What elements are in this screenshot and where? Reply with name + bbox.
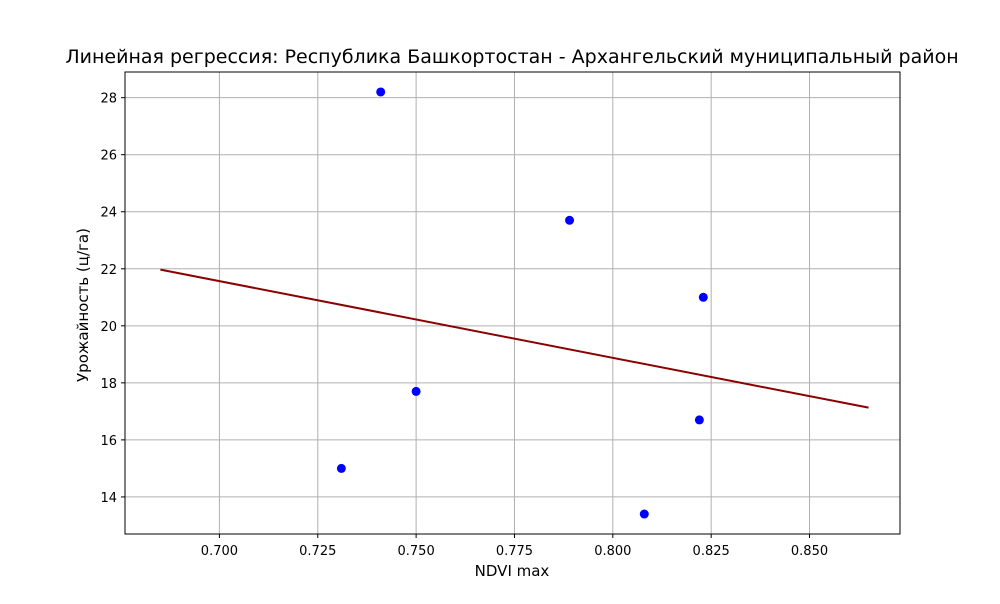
y-axis-label: Урожайность (ц/га) (74, 228, 92, 382)
y-axis-ticks: 14 16 18 20 22 24 26 28 (100, 92, 125, 506)
data-point (336, 463, 346, 473)
y-tick-label: 26 (100, 149, 117, 164)
y-tick-label: 18 (100, 377, 117, 392)
x-tick-label: 0.750 (398, 544, 435, 559)
chart-title: Линейная регрессия: Республика Башкортос… (65, 46, 958, 68)
y-tick-label: 24 (100, 206, 117, 221)
x-tick-label: 0.775 (496, 544, 533, 559)
data-point (639, 509, 649, 519)
plot-frame (124, 71, 901, 535)
x-tick-label: 0.800 (594, 544, 631, 559)
data-point (376, 87, 386, 97)
x-tick-label: 0.850 (791, 544, 828, 559)
regression-line-layer (160, 268, 869, 409)
x-tick-label: 0.725 (299, 544, 336, 559)
regression-line (160, 268, 869, 409)
data-point (698, 292, 708, 302)
x-tick-label: 0.825 (693, 544, 730, 559)
y-tick-label: 22 (100, 263, 117, 278)
x-tick-label: 0.700 (201, 544, 238, 559)
data-point (694, 415, 704, 425)
y-tick-label: 16 (100, 434, 117, 449)
data-point (411, 386, 421, 396)
grid-layer (125, 72, 900, 534)
y-tick-label: 28 (100, 92, 117, 107)
points-layer (336, 87, 708, 519)
y-tick-label: 20 (100, 320, 117, 335)
x-axis-ticks: 0.700 0.725 0.750 0.775 0.800 0.825 0.850 (201, 534, 828, 559)
y-tick-label: 14 (100, 491, 117, 506)
data-point (565, 215, 575, 225)
x-axis-label: NDVI max (475, 562, 550, 580)
